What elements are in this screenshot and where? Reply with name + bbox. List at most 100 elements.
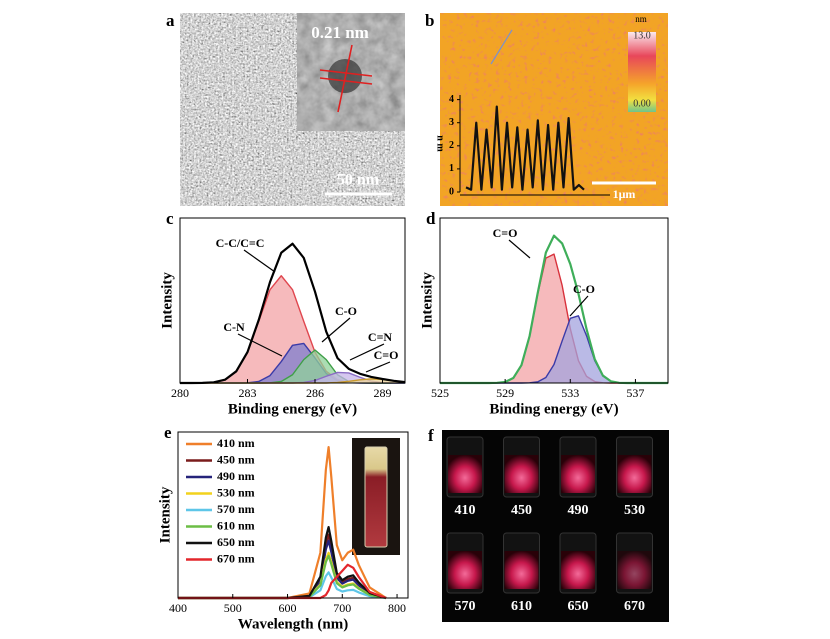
area-fill [180,372,405,383]
x-tick-label: 283 [239,386,257,400]
legend-label: 450 nm [217,452,255,466]
panel-label: f [428,426,434,445]
x-tick-label: 500 [224,601,242,615]
vial-glow [504,455,539,493]
annotation: C-O [335,304,357,318]
colorbar-max: 13.0 [633,30,651,41]
panel-label: b [425,11,434,30]
x-tick-label: 537 [626,386,644,400]
x-axis-label: Binding energy (eV) [489,401,618,417]
legend-label: 670 nm [217,551,255,565]
x-tick-label: 529 [496,386,514,400]
vial-glow [617,551,652,589]
annotation: C-N [223,320,245,334]
plot-frame [177,431,409,599]
legend-label: 650 nm [217,535,255,549]
panel-label: a [166,11,175,30]
vial-label: 490 [568,503,589,518]
panel-label: d [426,209,436,228]
vial-glow [561,551,595,589]
chart: 280 283 286 289 Binding energy (eV) Intensity… [159,209,406,417]
annotation-arrow [243,249,276,273]
annotation-arrow [349,343,385,361]
vial-glow [617,455,652,493]
vial-label: 530 [624,503,645,518]
vial: 650 [559,532,597,614]
line [178,445,387,600]
area-line [180,242,406,385]
vial-label: 670 [624,599,645,614]
y-axis-label: Intensity [157,486,173,543]
colorbar-min: 0.00 [633,98,651,109]
area-fill [180,350,405,383]
vial: 530 [616,436,653,518]
annotation: C=O [493,226,518,240]
vial-glow [561,455,595,493]
legend-label: 490 nm [217,469,255,483]
vial-glow [504,551,539,589]
panel-label: e [164,423,172,442]
panel-label: c [166,209,174,228]
x-tick-label: 800 [388,601,406,615]
area-fill [440,254,668,383]
y-axis-label: n m [435,135,446,152]
line [465,105,585,191]
panel-a: a 0.21 nm 50 nm [166,11,405,206]
scale-bar-label: 50 nm [337,172,380,189]
vial: 570 [446,532,484,614]
legend-label: 410 nm [217,436,255,450]
vial-label: 650 [568,599,589,614]
x-tick-label: 600 [279,601,297,615]
panel-b: b nm 13.0 0.00 1μm [425,11,668,206]
vial-label: 570 [455,599,476,614]
x-axis-label: Binding energy (eV) [228,401,357,417]
cuvette-photo [352,438,400,555]
plot-frame [439,217,669,384]
x-tick-label: 286 [306,386,324,400]
colorbar [628,32,656,112]
x-tick-label: 525 [431,386,449,400]
annotation-arrow [508,239,531,259]
y-tick-label: 3 [449,117,454,128]
annotation-arrow [321,317,351,343]
x-tick-label: 700 [333,601,351,615]
y-tick-label: 0 [449,186,454,197]
area-fill [440,315,668,383]
annotation: C-O [573,282,595,296]
x-tick-label: 289 [374,386,392,400]
x-tick-label: 533 [561,386,579,400]
y-tick-label: 1 [449,163,454,174]
annotation: C=O [374,348,399,362]
annotation-arrow [237,333,283,357]
vial: 670 [616,532,653,614]
lattice-spacing: 0.21 nm [311,23,369,42]
annotation-arrow [365,361,391,373]
vial: 450 [503,436,540,518]
scale-bar-label: 1μm [613,187,636,201]
vial: 410 [446,436,484,518]
chart: 0 1 2 3 4 n m [435,94,610,197]
y-axis-label: Intensity [419,272,435,329]
lattice-lines [319,44,373,113]
plot-frame [179,217,406,384]
cuvette [364,446,388,548]
area-fill [180,275,405,383]
annotation: C-C/C=C [216,236,265,250]
legend-label: 570 nm [217,502,255,516]
x-axis-label: Wavelength (nm) [238,616,348,632]
colorbar-unit: nm [635,14,647,24]
chart: 400 500 600 700 800 Wavelength (nm) Intensity e… [157,423,409,632]
line [178,525,387,600]
vial-label: 610 [511,599,532,614]
area-fill [180,343,405,383]
vial-glow [448,551,482,589]
annotation: C=N [368,330,393,344]
y-tick-label: 2 [449,140,454,151]
legend-label: 530 nm [217,485,255,499]
vial: 490 [559,436,597,518]
vial-label: 450 [511,503,532,518]
x-tick-label: 400 [169,601,187,615]
vial-glow [448,455,482,493]
vial-label: 410 [455,503,476,518]
